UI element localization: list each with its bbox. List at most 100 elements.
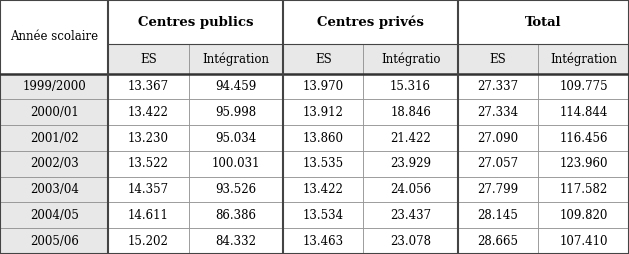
Bar [189,99,283,125]
Text: 14.611: 14.611 [128,209,169,222]
Bar [538,202,629,228]
Bar [189,125,283,151]
Text: 27.799: 27.799 [477,183,518,196]
Bar [283,44,364,74]
Bar [189,228,283,254]
Text: Total: Total [525,16,562,29]
Bar [364,202,458,228]
Bar [283,228,364,254]
Text: 2003/04: 2003/04 [30,183,79,196]
Bar [458,44,538,74]
Bar [538,177,629,202]
Bar [538,151,629,177]
Text: 13.535: 13.535 [303,157,344,170]
Text: 15.316: 15.316 [390,80,431,93]
Text: Intégratio: Intégratio [381,52,440,66]
Bar [189,74,283,99]
Text: 13.534: 13.534 [303,209,344,222]
Bar [458,74,538,99]
Text: 2000/01: 2000/01 [30,106,79,119]
Text: 28.665: 28.665 [477,235,518,248]
Text: 1999/2000: 1999/2000 [22,80,86,93]
Bar [108,177,189,202]
Bar [0,125,108,151]
Bar [364,177,458,202]
Bar [283,74,364,99]
Bar [108,74,189,99]
Text: 24.056: 24.056 [390,183,431,196]
Bar [108,228,189,254]
Bar [0,177,108,202]
Text: 27.334: 27.334 [477,106,518,119]
Text: 86.386: 86.386 [215,209,257,222]
Text: 23.929: 23.929 [390,157,431,170]
Text: 2005/06: 2005/06 [30,235,79,248]
Bar [189,202,283,228]
Text: 18.846: 18.846 [390,106,431,119]
Bar [0,151,108,177]
Text: 21.422: 21.422 [390,132,431,145]
Bar [0,99,108,125]
Bar [108,151,189,177]
Text: 13.422: 13.422 [128,106,169,119]
Text: 94.459: 94.459 [215,80,257,93]
Bar [364,125,458,151]
Text: ES: ES [315,53,331,66]
Text: 13.970: 13.970 [303,80,344,93]
Text: 109.775: 109.775 [559,80,608,93]
Bar [458,228,538,254]
Text: 23.078: 23.078 [390,235,431,248]
Text: 13.422: 13.422 [303,183,343,196]
Bar [364,99,458,125]
Bar [0,202,108,228]
Bar [458,0,629,44]
Text: 15.202: 15.202 [128,235,169,248]
Bar [538,44,629,74]
Bar [364,228,458,254]
Bar [538,99,629,125]
Text: 117.582: 117.582 [559,183,608,196]
Bar [108,125,189,151]
Text: 2004/05: 2004/05 [30,209,79,222]
Bar [538,125,629,151]
Text: 2002/03: 2002/03 [30,157,79,170]
Text: ES: ES [489,53,506,66]
Text: 13.522: 13.522 [128,157,169,170]
Bar [364,151,458,177]
Text: 27.337: 27.337 [477,80,518,93]
Text: 95.998: 95.998 [215,106,257,119]
Text: 95.034: 95.034 [215,132,257,145]
Bar [458,177,538,202]
Bar [364,44,458,74]
Text: Intégration: Intégration [203,52,269,66]
Text: 13.230: 13.230 [128,132,169,145]
Text: 13.463: 13.463 [303,235,344,248]
Bar [108,99,189,125]
Text: 109.820: 109.820 [559,209,608,222]
Bar [283,202,364,228]
Bar [538,74,629,99]
Bar [283,125,364,151]
Bar [189,44,283,74]
Text: 27.057: 27.057 [477,157,518,170]
Text: Intégration: Intégration [550,52,617,66]
Bar [364,74,458,99]
Text: 27.090: 27.090 [477,132,518,145]
Text: 14.357: 14.357 [128,183,169,196]
Text: Centres privés: Centres privés [317,15,424,29]
Bar [458,99,538,125]
Text: 13.860: 13.860 [303,132,343,145]
Text: 114.844: 114.844 [559,106,608,119]
Text: 84.332: 84.332 [215,235,257,248]
Text: 123.960: 123.960 [559,157,608,170]
Text: Centres publics: Centres publics [138,16,253,29]
Bar [108,0,283,44]
Bar [189,151,283,177]
Text: 93.526: 93.526 [215,183,257,196]
Bar [283,99,364,125]
Bar [458,151,538,177]
Bar [458,125,538,151]
Bar [458,202,538,228]
Bar [283,0,458,44]
Bar [0,0,108,74]
